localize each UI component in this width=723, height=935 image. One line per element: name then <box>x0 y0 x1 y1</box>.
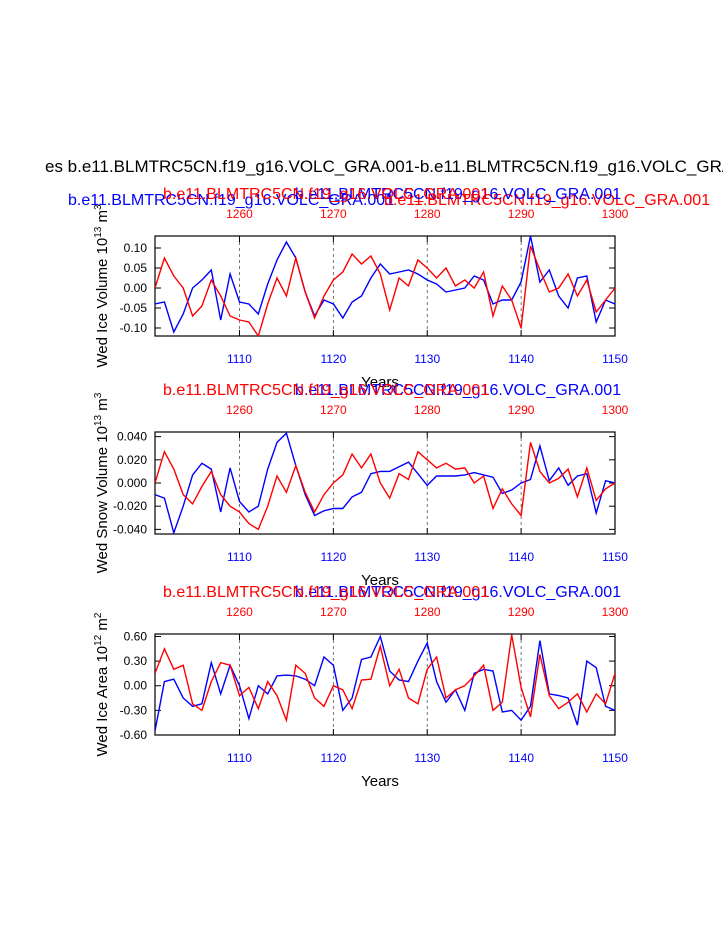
y-tick-label: -0.020 <box>113 499 147 513</box>
x-top-tick-label: 1270 <box>320 403 347 417</box>
figure-title: es b.e11.BLMTRC5CN.f19_g16.VOLC_GRA.001-… <box>45 157 723 176</box>
x-bottom-tick-label: 1140 <box>508 352 534 366</box>
y-tick-label: 0.040 <box>117 430 147 444</box>
x-top-tick-label: 1280 <box>414 403 441 417</box>
x-bottom-tick-label: 1150 <box>602 550 628 564</box>
x-bottom-tick-label: 1120 <box>320 550 346 564</box>
y-tick-label: -0.60 <box>120 728 148 742</box>
x-axis-label: Years <box>361 773 399 790</box>
x-top-tick-label: 1270 <box>320 605 347 619</box>
x-bottom-tick-label: 1120 <box>320 751 346 765</box>
x-bottom-tick-label: 1140 <box>508 751 534 765</box>
y-axis-label-exponent: 12 <box>93 634 104 646</box>
panel-title-red: b.e11.BLMTRC5CN.f19_g16.VOLC_GRA.001 <box>163 584 489 601</box>
chart-panel-3: 1110 1120 1130 1140 1150 1260 1270 1280 1290 1300… <box>93 584 629 790</box>
x-bottom-tick-label: 1120 <box>320 352 346 366</box>
y-axis-label: Wed Ice Area 1012 m2 <box>93 612 111 756</box>
y-tick-label: -0.040 <box>113 522 147 536</box>
y-tick-label: 0.05 <box>124 261 148 275</box>
y-axis-label: Wed Ice Volume 1013 m3 <box>93 204 111 368</box>
series-line-blue <box>155 432 615 534</box>
y-axis-label-unit: m <box>94 210 111 227</box>
x-bottom-tick-label: 1110 <box>227 550 252 564</box>
y-axis-label-unit: m <box>94 618 111 635</box>
panel-title-blue: b.e11.BLMTRC5CN.f19_g16.VOLC_GRA.001 <box>295 382 621 399</box>
y-tick-label: 0.00 <box>124 281 148 295</box>
y-tick-label: -0.30 <box>120 703 148 717</box>
x-top-tick-label: 1260 <box>226 207 253 221</box>
x-bottom-tick-label: 1150 <box>602 751 628 765</box>
y-axis-label-unit: m <box>94 398 111 415</box>
plot-frame <box>154 235 616 337</box>
top-overlap-label-red: b.e11.BLMTRC5CN.f19_g16.VOLC_GRA.001 <box>384 192 710 209</box>
y-axis-label-exponent: 13 <box>93 414 104 426</box>
x-top-tick-label: 1290 <box>508 207 535 221</box>
top-overlap-label-blue: b.e11.BLMTRC5CN.f19_g16.VOLC_GRA.001 <box>68 192 394 209</box>
series-line-blue <box>155 236 615 334</box>
x-bottom-tick-label: 1130 <box>414 352 440 366</box>
x-axis-label: Years <box>361 374 399 391</box>
x-top-tick-label: 1300 <box>602 605 629 619</box>
series-line-red <box>155 245 615 336</box>
y-tick-label: 0.020 <box>117 453 147 467</box>
x-bottom-tick-label: 1150 <box>602 352 628 366</box>
x-bottom-tick-label: 1130 <box>414 550 440 564</box>
series-line-red <box>155 442 615 531</box>
chart-panel-2: 1110 1120 1130 1140 1150 1260 1270 1280 1290 1300… <box>93 382 629 589</box>
series-line-red <box>155 634 615 723</box>
y-tick-label: 0.10 <box>124 241 148 255</box>
panel-title-red: b.e11.BLMTRC5CN.f19_g16.VOLC_GRA.001 <box>163 186 489 203</box>
y-axis-label-main: Wed Ice Volume 10 <box>94 238 111 368</box>
x-top-tick-label: 1290 <box>508 605 535 619</box>
y-axis-label-unit-exponent: 3 <box>93 392 104 398</box>
x-top-tick-label: 1280 <box>414 605 441 619</box>
x-bottom-tick-label: 1130 <box>414 751 440 765</box>
y-tick-label: 0.60 <box>124 629 148 643</box>
y-axis-label-exponent: 13 <box>93 226 104 238</box>
panel-title-blue: b.e11.BLMTRC5CN.f19_g16.VOLC_GRA.001 <box>295 584 621 601</box>
y-tick-label: 0.000 <box>117 476 147 490</box>
y-axis-label-unit-exponent: 3 <box>93 204 104 210</box>
panel-title-blue: b.e11.BLMTRC5CN.f19_g16.VOLC_GRA.001 <box>295 186 621 203</box>
chart-panel-1: 1110 1120 1130 1140 1150 1260 1270 1280 1290 1300… <box>93 186 629 391</box>
panel-title-red: b.e11.BLMTRC5CN.f19_g16.VOLC_GRA.001 <box>163 382 489 399</box>
x-axis-label: Years <box>361 572 399 589</box>
x-top-tick-label: 1260 <box>226 403 253 417</box>
x-bottom-tick-label: 1110 <box>227 352 252 366</box>
y-axis-label-main: Wed Ice Area 10 <box>94 646 111 757</box>
y-axis-label-main: Wed Snow Volume 10 <box>94 426 111 573</box>
y-axis-label-unit-exponent: 2 <box>93 612 104 618</box>
y-tick-label: 0.00 <box>124 679 148 693</box>
x-bottom-tick-label: 1110 <box>227 751 252 765</box>
y-axis-label: Wed Snow Volume 1013 m3 <box>93 392 111 573</box>
x-top-tick-label: 1300 <box>602 207 629 221</box>
y-tick-label: 0.30 <box>124 654 148 668</box>
x-top-tick-label: 1270 <box>320 207 347 221</box>
x-top-tick-label: 1260 <box>226 605 253 619</box>
y-tick-label: -0.05 <box>120 301 148 315</box>
plot-frame <box>154 431 616 535</box>
x-top-tick-label: 1290 <box>508 403 535 417</box>
y-tick-label: -0.10 <box>120 321 148 335</box>
x-top-tick-label: 1280 <box>414 207 441 221</box>
x-top-tick-label: 1300 <box>602 403 629 417</box>
x-bottom-tick-label: 1140 <box>508 550 534 564</box>
